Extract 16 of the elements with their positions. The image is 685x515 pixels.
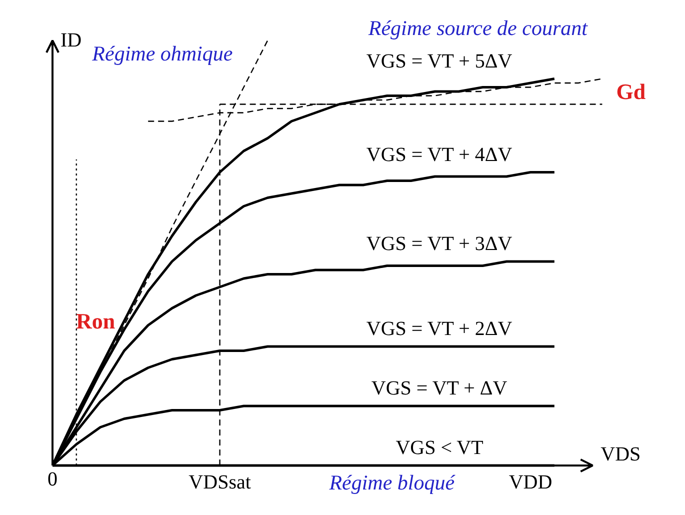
series-label: VGS = VT + 3ΔV <box>366 233 513 256</box>
x-axis-title: VDS <box>600 444 641 466</box>
series-label: VGS = VT + ΔV <box>371 378 508 400</box>
text: Gd <box>616 79 646 104</box>
text: Régime bloqué <box>328 470 456 494</box>
series-label: VGS < VT <box>396 437 484 460</box>
annotation: Ron <box>76 308 116 334</box>
series-label: VGS = VT + 4ΔV <box>366 144 513 166</box>
y-axis-title: ID <box>60 30 82 52</box>
series-label: VGS = VT + 2ΔV <box>366 318 513 340</box>
x-tick-label: 0 <box>48 468 58 490</box>
series-label: VGS = VT + 5ΔV <box>366 50 513 72</box>
x-tick-label: VDSsat <box>188 472 252 494</box>
text: Régime source de courant <box>367 16 589 40</box>
annotation: Régime ohmique <box>91 41 233 66</box>
x-tick-label: VDD <box>508 472 552 494</box>
